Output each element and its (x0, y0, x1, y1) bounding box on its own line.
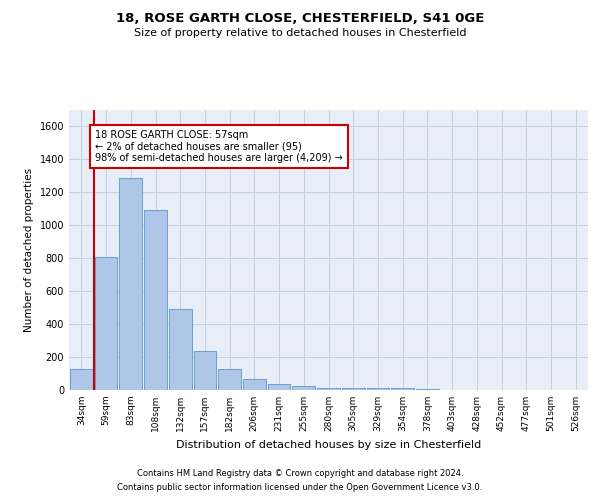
Text: Contains public sector information licensed under the Open Government Licence v3: Contains public sector information licen… (118, 484, 482, 492)
Bar (292, 386, 315, 390)
Bar (194, 352, 216, 390)
Bar (391, 388, 414, 390)
Bar (95, 256, 118, 390)
Bar (317, 388, 340, 390)
Bar (169, 310, 191, 390)
Bar (243, 380, 266, 390)
Bar (70, 368, 93, 390)
Y-axis label: Number of detached properties: Number of detached properties (24, 168, 34, 332)
Text: Contains HM Land Registry data © Crown copyright and database right 2024.: Contains HM Land Registry data © Crown c… (137, 468, 463, 477)
Bar (218, 370, 241, 390)
Bar (144, 210, 167, 390)
Bar (342, 388, 365, 390)
Bar (268, 384, 290, 390)
X-axis label: Distribution of detached houses by size in Chesterfield: Distribution of detached houses by size … (176, 440, 481, 450)
Bar (367, 388, 389, 390)
Text: 18 ROSE GARTH CLOSE: 57sqm
← 2% of detached houses are smaller (95)
98% of semi-: 18 ROSE GARTH CLOSE: 57sqm ← 2% of detac… (95, 130, 343, 163)
Bar (119, 178, 142, 390)
Text: Size of property relative to detached houses in Chesterfield: Size of property relative to detached ho… (134, 28, 466, 38)
Text: 18, ROSE GARTH CLOSE, CHESTERFIELD, S41 0GE: 18, ROSE GARTH CLOSE, CHESTERFIELD, S41 … (116, 12, 484, 26)
Bar (416, 388, 439, 390)
